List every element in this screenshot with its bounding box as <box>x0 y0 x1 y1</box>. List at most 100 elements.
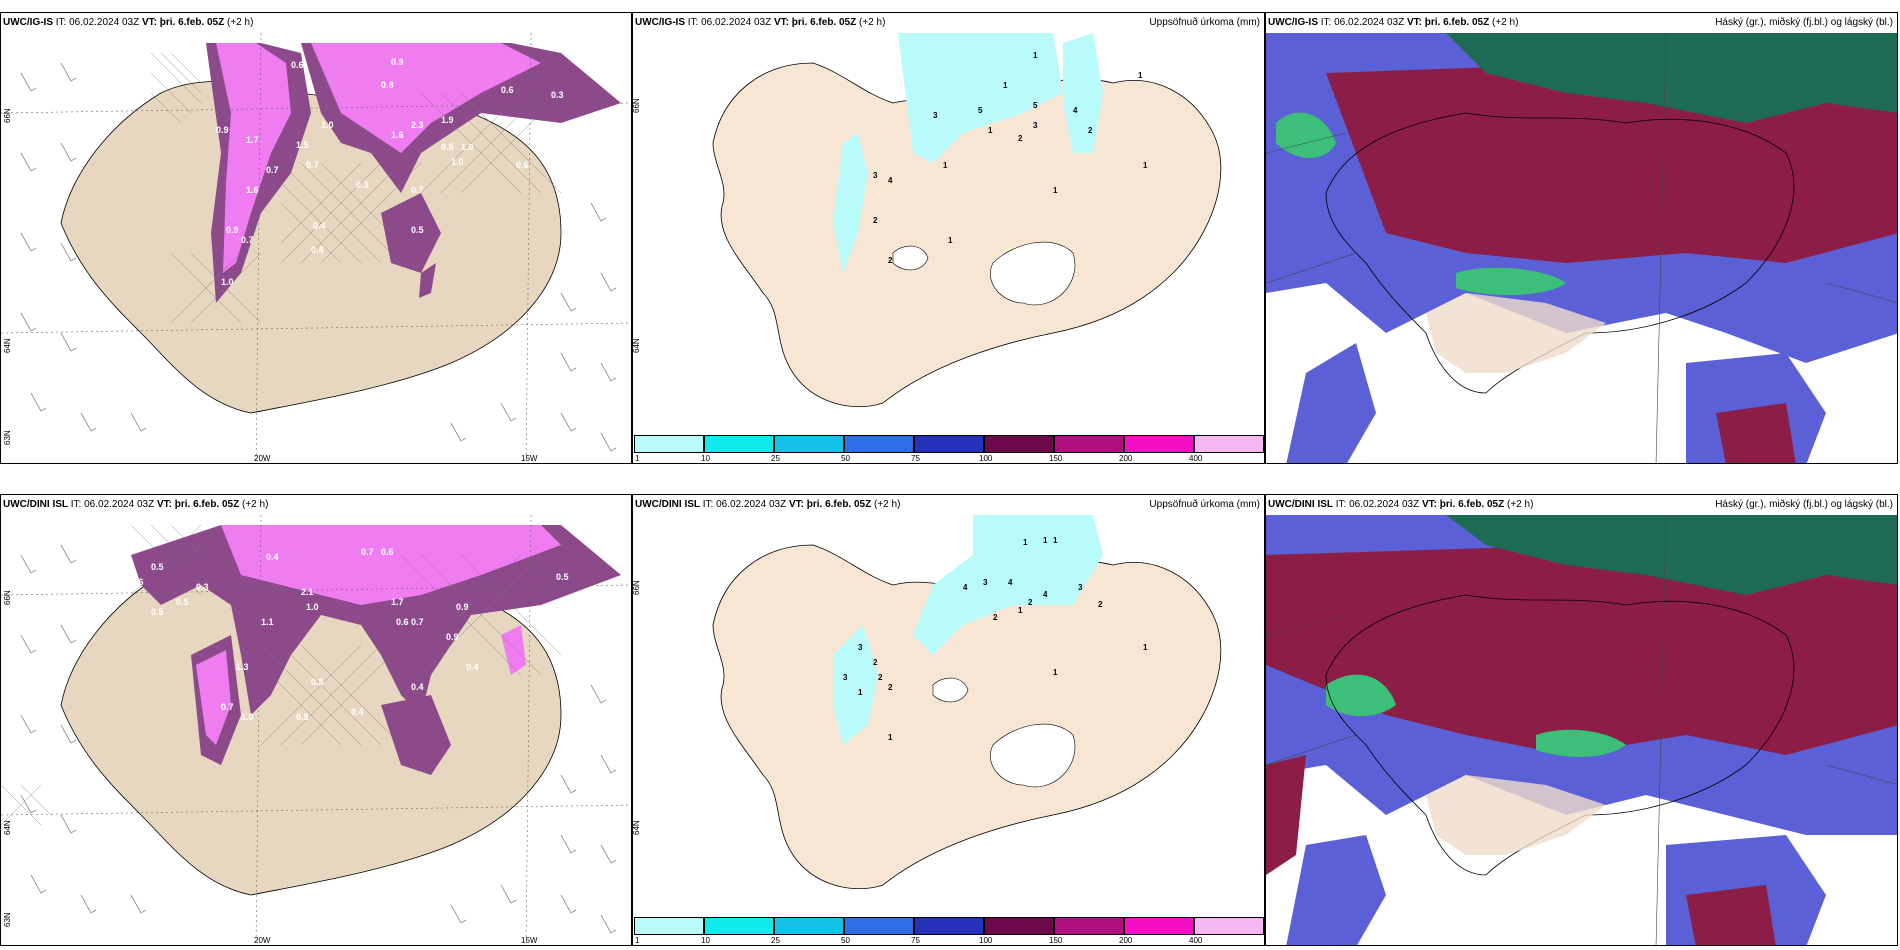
precip-value: 0.6 <box>131 577 144 587</box>
wind-panel-row1: UWC/IG-IS IT: 06.02.2024 03Z VT: þri. 6.… <box>0 12 632 464</box>
lon-label: 20W <box>254 936 271 945</box>
precip-value: 0.3 <box>196 582 209 592</box>
precip-value: 1.5 <box>296 140 309 150</box>
precip-amount: 3 <box>843 673 848 682</box>
precip-shading <box>131 525 621 775</box>
colorbar-tick: 100 <box>979 454 993 463</box>
precip-amount: 3 <box>858 643 863 652</box>
precip-value: 0.6 <box>501 85 514 95</box>
valid-time: þri. 6.feb. 05Z <box>159 17 225 28</box>
precip-value: 0.5 <box>556 572 569 582</box>
valid-time: þri. 6.feb. 05Z <box>806 499 872 510</box>
model-label: UWC/IG-IS <box>1268 17 1318 28</box>
precip-amount: 1 <box>1143 161 1148 170</box>
colorbar-tick: 200 <box>1119 454 1133 463</box>
precip-value: 0.7 <box>221 702 234 712</box>
precip-amount: 2 <box>1088 126 1093 135</box>
lon-label: 20W <box>254 454 271 463</box>
precip-value: 0.4 <box>311 245 324 255</box>
colorbar-swatch <box>704 917 774 935</box>
colorbar-tick: 50 <box>841 936 850 945</box>
precip-amount: 1 <box>1053 186 1058 195</box>
hatching <box>150 52 562 324</box>
glacier <box>990 241 1076 306</box>
precip-value: 1.7 <box>391 597 404 607</box>
precip-amount: 2 <box>878 673 883 682</box>
valid-time: þri. 6.feb. 05Z <box>791 17 857 28</box>
precip-value: 0.6 <box>396 617 409 627</box>
precip-amount: 1 <box>888 733 893 742</box>
precip-value: 0.5 <box>441 142 454 152</box>
init-time: 06.02.2024 03Z <box>69 17 140 28</box>
precip-colorbar: 1 10 25 50 75 100 150 200 400 <box>633 917 1264 945</box>
precip-amount: 2 <box>888 683 893 692</box>
precip-value: 0.7 <box>241 235 254 245</box>
precip-value: 0.7 <box>266 165 279 175</box>
precip-amount: 4 <box>1008 578 1013 587</box>
precip-amount: 5 <box>1033 101 1038 110</box>
valid-time: þri. 6.feb. 05Z <box>174 499 240 510</box>
precip-value: 0.5 <box>311 677 324 687</box>
precip-value: 0.5 <box>151 562 164 572</box>
colorbar-swatch <box>634 435 704 453</box>
precip-value: 0.3 <box>551 90 564 100</box>
precip-value: 1.3 <box>236 662 249 672</box>
colorbar-tick: 1 <box>635 936 640 945</box>
precip-amount: 1 <box>1003 81 1008 90</box>
precip-value-labels: 0.5 0.4 0.7 0.6 0.3 0.5 0.6 2.1 1.7 0.9 … <box>131 547 569 722</box>
precip-value: 0.4 <box>266 552 279 562</box>
accumulated-precip-map: 1 1 3 5 5 4 2 1 3 2 1 3 4 2 1 2 1 1 1 <box>712 33 1222 408</box>
precip-value: 1.0 <box>221 277 234 287</box>
panel-header: UWC/IG-IS IT: 06.02.2024 03Z VT: þri. 6.… <box>3 17 254 28</box>
precip-amount: 3 <box>1078 583 1083 592</box>
panel-header: UWC/IG-IS IT: 06.02.2024 03Z VT: þri. 6.… <box>633 13 1264 33</box>
precip-value: 0.6 <box>291 60 304 70</box>
colorbar-swatch <box>704 435 774 453</box>
precip-light-area <box>833 625 878 745</box>
lead-time: (+2 h) <box>242 499 269 510</box>
precip-amount: 2 <box>873 216 878 225</box>
precip-amount: 1 <box>1138 71 1143 80</box>
precip-amount: 1 <box>948 236 953 245</box>
panel-title: Uppsöfnuð úrkoma (mm) <box>1149 17 1260 28</box>
valid-time: þri. 6.feb. 05Z <box>1424 17 1490 28</box>
precip-amount: 2 <box>873 658 878 667</box>
iceland-land <box>1325 112 1795 394</box>
colorbar-tick: 75 <box>911 454 920 463</box>
precip-amount-labels: 1 1 1 4 3 4 3 2 2 4 2 1 3 2 1 2 3 2 1 1 … <box>843 536 1148 742</box>
init-time: 06.02.2024 03Z <box>716 499 787 510</box>
init-time: 06.02.2024 03Z <box>1334 17 1405 28</box>
precip-amount: 1 <box>858 688 863 697</box>
precip-value: 0.7 <box>306 160 319 170</box>
colorbar-tick: 100 <box>979 936 993 945</box>
precip-value: 0.9 <box>216 125 229 135</box>
precip-value: 1.7 <box>246 135 259 145</box>
colorbar-swatch <box>844 435 914 453</box>
cloud-cover-map <box>1266 33 1897 463</box>
valid-time: þri. 6.feb. 05Z <box>1439 499 1505 510</box>
precip-value: 2.1 <box>301 587 314 597</box>
lead-time: (+2 h) <box>859 17 886 28</box>
panel-header: UWC/DINI ISL IT: 06.02.2024 03Z VT: þri.… <box>633 495 1264 515</box>
colorbar-tick: 200 <box>1119 936 1133 945</box>
precip-light-area <box>913 515 1103 655</box>
precip-amount: 1 <box>1033 51 1038 60</box>
precip-amount: 1 <box>1043 536 1048 545</box>
colorbar-tick: 1 <box>635 454 640 463</box>
glacier <box>990 723 1076 788</box>
precip-amount: 4 <box>1043 590 1048 599</box>
panel-header: UWC/DINI ISL IT: 06.02.2024 03Z VT: þri.… <box>3 499 269 510</box>
precip-value: 1.6 <box>391 130 404 140</box>
precip-amount: 4 <box>963 583 968 592</box>
colorbar-swatch <box>1054 435 1124 453</box>
lat-label: 66N <box>3 590 12 605</box>
colorbar-swatch <box>634 917 704 935</box>
accumulated-precip-map: 1 1 1 4 3 4 3 2 2 4 2 1 3 2 1 2 3 2 1 1 … <box>712 515 1222 890</box>
precip-panel-row1: UWC/IG-IS IT: 06.02.2024 03Z VT: þri. 6.… <box>632 12 1265 464</box>
precip-value: 0.5 <box>411 225 424 235</box>
precip-value: 1.0 <box>461 142 474 152</box>
cloud-panel-row1: UWC/IG-IS IT: 06.02.2024 03Z VT: þri. 6.… <box>1265 12 1898 464</box>
precip-light-area <box>833 133 868 273</box>
panel-title: Háský (gr.), miðský (fj.bl.) og lágský (… <box>1715 499 1893 510</box>
lead-time: (+2 h) <box>874 499 901 510</box>
